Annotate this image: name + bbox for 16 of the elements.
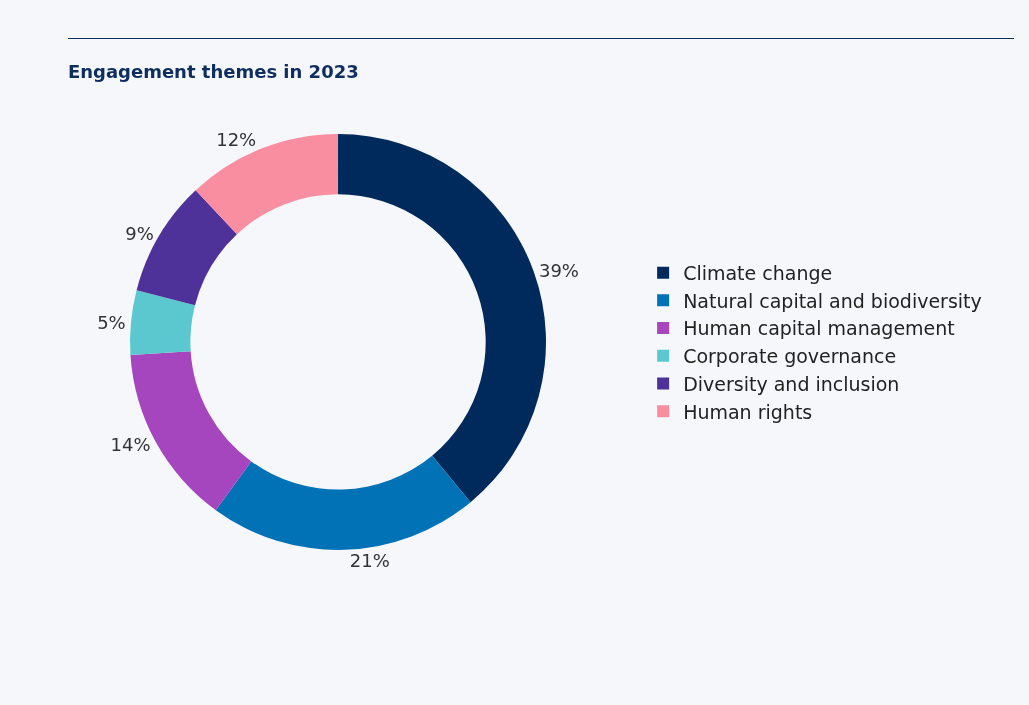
legend-label: Human rights xyxy=(683,400,813,423)
data-label: 5% xyxy=(97,311,126,333)
legend-label: Human capital management xyxy=(683,317,955,340)
legend-label: Natural capital and biodiversity xyxy=(683,289,982,312)
data-label: 12% xyxy=(216,128,257,150)
data-label: 21% xyxy=(349,549,390,571)
data-label: 39% xyxy=(538,259,579,281)
data-label: 14% xyxy=(110,434,151,456)
legend-label: Corporate governance xyxy=(683,345,897,368)
donut-slice xyxy=(130,290,195,355)
data-label: 9% xyxy=(125,222,154,244)
legend-label: Diversity and inclusion xyxy=(683,372,900,395)
legend-label: Climate change xyxy=(683,262,833,285)
donut-slice xyxy=(215,455,471,550)
chart-title: Engagement themes in 2023 xyxy=(67,61,359,83)
donut-slice xyxy=(195,133,339,235)
